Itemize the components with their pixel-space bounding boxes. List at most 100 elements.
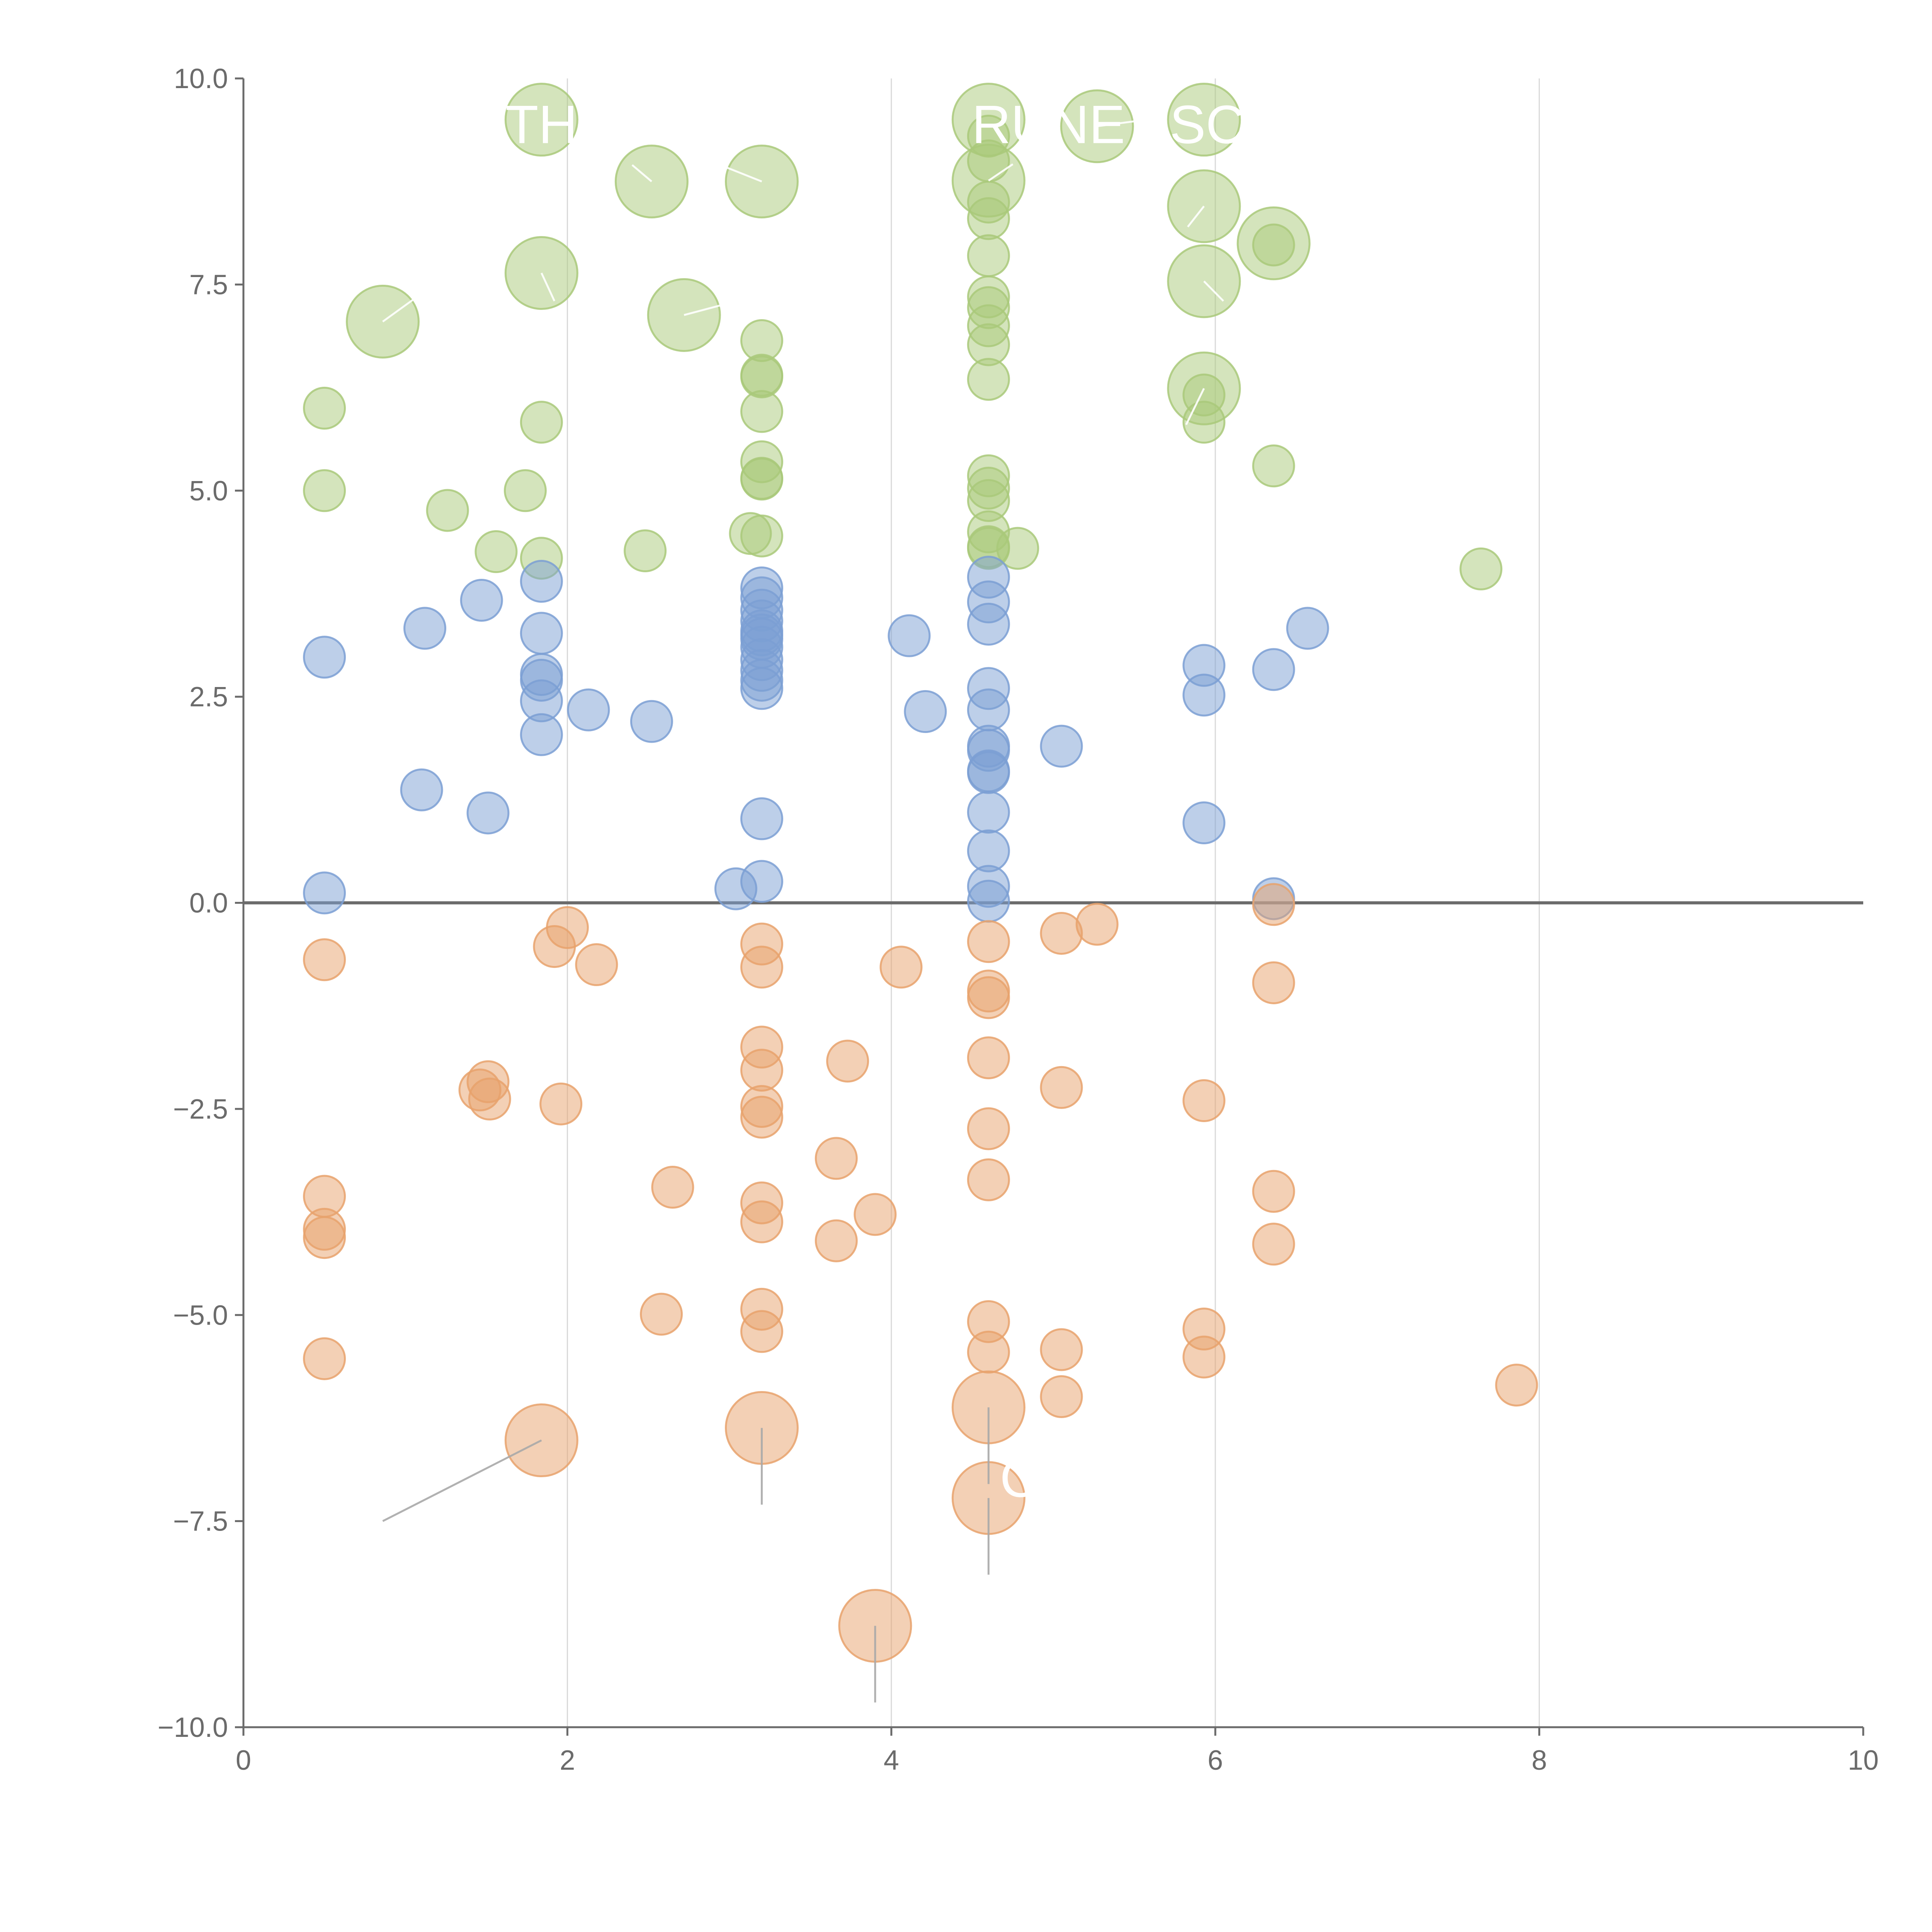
- leader-line: [988, 163, 1014, 182]
- data-point-green: [1252, 223, 1295, 267]
- data-point-orange: [1252, 1223, 1295, 1266]
- data-point-green: [967, 197, 1010, 240]
- data-point-orange: [468, 1077, 511, 1121]
- x-tick-label: 10: [1848, 1745, 1879, 1776]
- data-point-green: [426, 489, 469, 532]
- data-point-orange: [815, 1219, 858, 1262]
- data-point-green: [624, 529, 667, 572]
- leader-line: [382, 1439, 542, 1522]
- data-point-blue: [567, 688, 610, 731]
- data-point-orange: [533, 925, 576, 968]
- data-point-blue: [1040, 724, 1083, 768]
- data-point-orange: [1182, 1079, 1226, 1122]
- data-point-orange: [1252, 1170, 1295, 1213]
- data-point-blue: [520, 612, 563, 655]
- data-point-green: [1182, 401, 1226, 444]
- x-tick-label: 6: [1208, 1745, 1223, 1776]
- y-tick-label: 7.5: [189, 269, 228, 300]
- series-orange: [303, 883, 1538, 1663]
- data-point-orange: [1252, 961, 1295, 1004]
- data-point-green: [740, 457, 783, 501]
- data-point-orange: [967, 976, 1010, 1019]
- data-point-blue: [1252, 648, 1295, 691]
- data-point-blue: [630, 700, 673, 743]
- data-point-green: [474, 530, 518, 573]
- leader-line: [1203, 281, 1224, 302]
- data-point-orange: [879, 946, 923, 989]
- data-point-green: [1459, 547, 1503, 590]
- data-point-blue: [1182, 801, 1226, 845]
- data-point-orange: [303, 1216, 346, 1259]
- data-point-blue: [1182, 673, 1226, 717]
- leader-line: [631, 164, 653, 182]
- data-point-blue: [740, 667, 783, 710]
- y-tick-label: 2.5: [189, 682, 228, 713]
- data-point-blue: [967, 791, 1010, 834]
- data-point-blue: [714, 867, 757, 910]
- data-point-blue: [403, 607, 447, 650]
- data-point-orange: [539, 1082, 583, 1126]
- data-point-green: [504, 83, 578, 157]
- annotation-label: C: [1000, 1448, 1039, 1509]
- leader-lines: [382, 120, 1224, 1702]
- data-point-orange: [740, 1310, 783, 1353]
- leader-line: [724, 165, 762, 183]
- data-point-orange: [640, 1293, 683, 1336]
- y-tick-label: 10.0: [174, 63, 228, 94]
- data-point-orange: [651, 1166, 694, 1209]
- data-point-green: [967, 234, 1010, 277]
- x-tick-label: 4: [884, 1745, 899, 1776]
- data-point-blue: [460, 579, 503, 622]
- data-point-blue: [303, 871, 346, 915]
- data-point-orange: [1040, 1066, 1083, 1109]
- data-point-orange: [826, 1039, 869, 1083]
- y-tick-label: −7.5: [173, 1506, 228, 1537]
- data-point-blue: [1286, 607, 1329, 650]
- data-point-orange: [967, 920, 1010, 963]
- data-point-orange: [575, 943, 618, 986]
- data-point-orange: [740, 1200, 783, 1243]
- data-point-orange: [1075, 903, 1119, 946]
- data-point-orange: [303, 938, 346, 981]
- data-point-orange: [1040, 1375, 1083, 1418]
- y-tick-label: −10.0: [158, 1712, 228, 1743]
- data-point-blue: [466, 791, 510, 835]
- data-point-orange: [1182, 1335, 1226, 1379]
- data-point-orange: [815, 1137, 858, 1180]
- y-tick-label: −2.5: [173, 1094, 228, 1125]
- data-point-green: [303, 469, 346, 512]
- y-tick-label: 5.0: [189, 476, 228, 507]
- data-point-green: [346, 284, 420, 359]
- data-point-orange: [303, 1337, 346, 1380]
- x-tick-label: 0: [236, 1745, 251, 1776]
- data-point-blue: [400, 768, 443, 811]
- data-point-orange: [740, 1095, 783, 1139]
- data-point-blue: [520, 713, 563, 756]
- leader-line: [1097, 120, 1134, 128]
- data-point-green: [520, 401, 563, 444]
- data-point-green: [740, 390, 783, 433]
- data-point-blue: [520, 560, 563, 603]
- data-point-orange: [854, 1193, 897, 1236]
- leader-line: [1187, 206, 1205, 228]
- annotations: TH RUNE SC C: [505, 94, 1245, 1508]
- data-point-green: [1167, 83, 1241, 157]
- data-point-orange: [967, 1036, 1010, 1080]
- data-point-orange: [1040, 1328, 1083, 1371]
- data-point-orange: [1252, 883, 1295, 926]
- series-blue: [303, 556, 1329, 923]
- data-point-orange: [967, 1107, 1010, 1150]
- data-point-blue: [303, 636, 346, 679]
- data-point-blue: [967, 688, 1010, 731]
- data-point-orange: [1495, 1364, 1538, 1407]
- data-point-blue: [967, 602, 1010, 646]
- series-green: [303, 83, 1503, 590]
- leader-line: [382, 298, 414, 323]
- data-point-green: [503, 469, 547, 512]
- annotation-label: RUNE: [972, 94, 1125, 155]
- data-point-orange: [740, 946, 783, 989]
- data-point-green: [996, 527, 1039, 570]
- y-tick-label: −5.0: [173, 1300, 228, 1331]
- x-tick-label: 2: [560, 1745, 575, 1776]
